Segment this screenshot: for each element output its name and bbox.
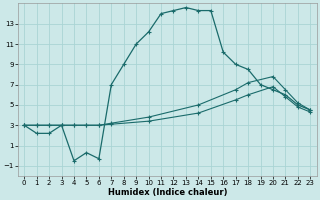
X-axis label: Humidex (Indice chaleur): Humidex (Indice chaleur) [108,188,227,197]
